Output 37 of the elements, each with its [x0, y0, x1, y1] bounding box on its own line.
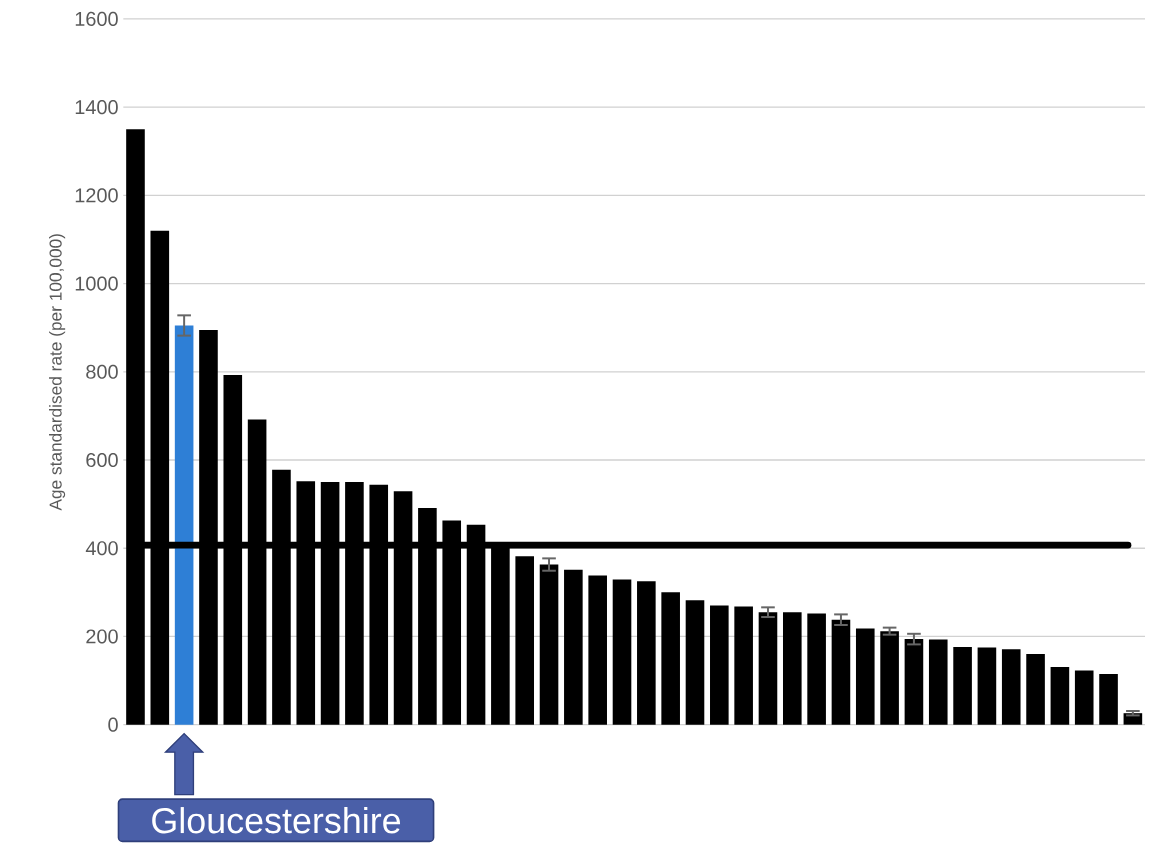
y-tick-label: 200	[86, 629, 118, 644]
bar	[953, 646, 972, 725]
bar	[661, 592, 680, 725]
y-tick-label: 1400	[75, 99, 118, 115]
bar	[807, 613, 826, 725]
y-tick-label: 1600	[75, 11, 118, 26]
bar	[758, 612, 778, 725]
y-tick-label: 1200	[75, 188, 118, 203]
bar	[710, 605, 729, 725]
bar	[977, 647, 997, 725]
bar	[904, 638, 924, 725]
y-tick-label: 400	[85, 541, 118, 556]
bar	[685, 600, 705, 725]
bar	[174, 325, 194, 725]
y-axis-title: Age standardised rate (per 100,000)	[49, 234, 66, 511]
bar	[880, 631, 899, 725]
bar	[928, 639, 948, 725]
y-tick-label: 800	[86, 364, 118, 379]
bar	[612, 579, 632, 725]
bar	[734, 606, 753, 725]
bar	[831, 619, 851, 725]
bar	[1026, 653, 1045, 725]
bar	[855, 628, 875, 725]
bar	[1099, 673, 1118, 725]
bar	[782, 612, 802, 725]
bar	[564, 569, 583, 725]
text: Gloucestershire	[152, 806, 401, 834]
bar	[1050, 666, 1070, 725]
y-tick-label: 1000	[75, 276, 118, 291]
bar	[1074, 670, 1094, 725]
bar	[1001, 649, 1021, 725]
bar	[515, 556, 535, 725]
bar	[588, 575, 607, 725]
y-tick-label: 0	[108, 717, 118, 732]
y-tick-label: 600	[86, 452, 118, 467]
bar	[637, 581, 656, 725]
bar	[539, 564, 559, 725]
